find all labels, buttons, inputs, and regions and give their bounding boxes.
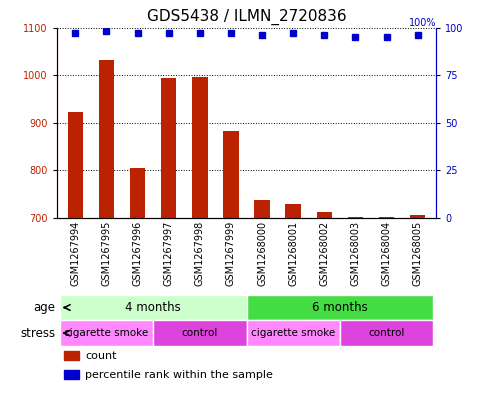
Bar [246, 295, 433, 320]
Bar [99, 60, 114, 218]
Text: stress: stress [20, 327, 55, 340]
Bar [60, 295, 246, 320]
Bar [64, 370, 79, 379]
Bar [317, 212, 332, 218]
Bar [161, 79, 176, 218]
Text: control: control [181, 328, 218, 338]
Text: cigarette smoke: cigarette smoke [65, 328, 148, 338]
Text: 4 months: 4 months [125, 301, 181, 314]
Bar [60, 320, 153, 346]
Bar [340, 320, 433, 346]
Bar [192, 77, 208, 218]
Text: age: age [33, 301, 55, 314]
Text: percentile rank within the sample: percentile rank within the sample [85, 369, 273, 380]
Bar [348, 217, 363, 218]
Bar [379, 217, 394, 218]
Bar [254, 200, 270, 218]
Text: cigarette smoke: cigarette smoke [251, 328, 335, 338]
Title: GDS5438 / ILMN_2720836: GDS5438 / ILMN_2720836 [147, 9, 346, 25]
Bar [130, 167, 145, 218]
Bar [153, 320, 246, 346]
Text: 100%: 100% [409, 18, 436, 28]
Bar [223, 131, 239, 218]
Text: control: control [368, 328, 405, 338]
Bar [64, 351, 79, 360]
Bar [410, 215, 425, 218]
Bar [285, 204, 301, 218]
Text: 6 months: 6 months [312, 301, 368, 314]
Bar [68, 112, 83, 218]
Text: count: count [85, 351, 117, 361]
Bar [246, 320, 340, 346]
